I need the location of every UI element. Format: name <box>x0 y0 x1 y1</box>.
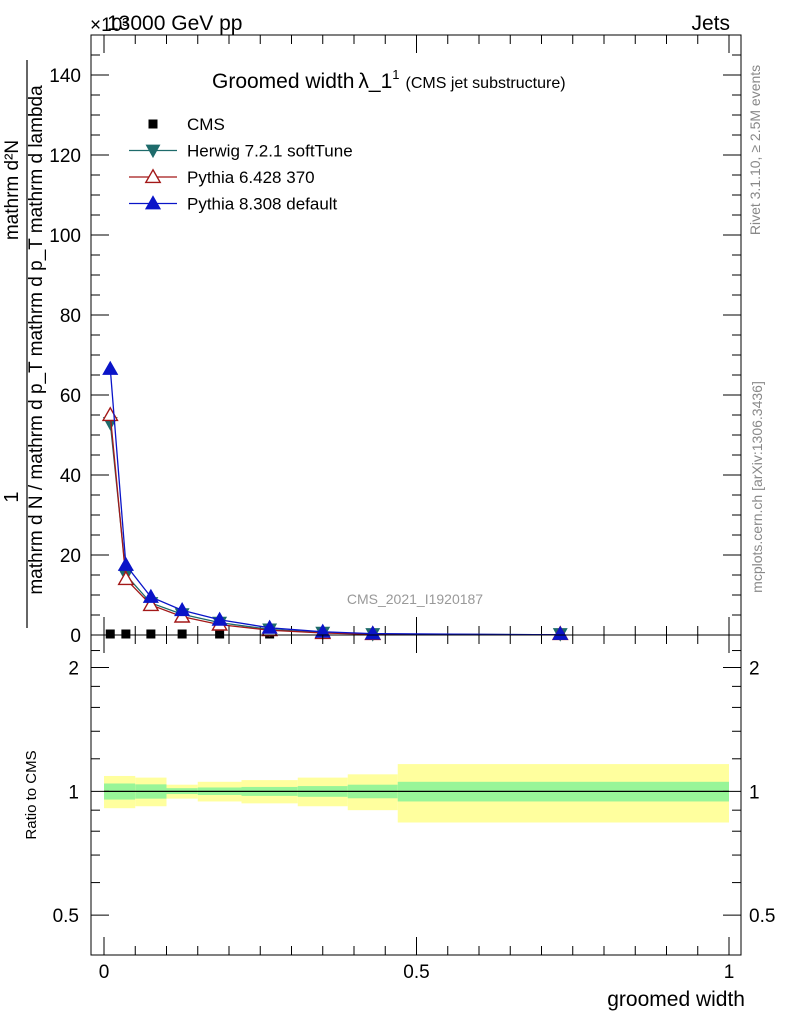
marker-square <box>215 629 225 639</box>
marker-triangle-up <box>117 556 134 571</box>
y-tick-label: 60 <box>60 386 81 407</box>
marker-triangle-up <box>142 588 159 603</box>
ratio-bands <box>104 764 729 823</box>
ratio-y-tick-label-right: 1 <box>749 782 760 803</box>
legend-label: Pythia 6.428 370 <box>187 168 315 187</box>
plot-title: Groomed width λ_11 (CMS jet substructure) <box>212 67 566 93</box>
marker-triangle-up <box>261 619 278 634</box>
main-y-ticks <box>91 34 741 636</box>
ratio-y-tick-label-right: 0.5 <box>749 906 775 927</box>
ratio-tick-labels: 0.5 0.5 1 1 2 2 0 0.5 1 <box>53 659 776 983</box>
ratio-y-axis-label: Ratio to CMS <box>23 750 40 839</box>
marker-square <box>177 629 187 639</box>
y-tick-label: 100 <box>49 226 81 247</box>
ylabel-inner-numerator: mathrm d²N <box>2 140 23 240</box>
marker-triangle-up <box>144 195 162 210</box>
exponent-label: ×10³ <box>90 15 129 36</box>
ratio-plot: 0.5 0.5 1 1 2 2 0 0.5 1 Ratio to CMS groomed wid… <box>23 634 776 1011</box>
marker-square <box>146 629 156 639</box>
marker-triangle-down <box>145 144 161 159</box>
y-tick-label: 120 <box>49 146 81 167</box>
marker-triangle-up-open <box>117 570 135 586</box>
ratio-y-tick-label: 0.5 <box>53 906 79 927</box>
analysis-watermark: CMS_2021_I1920187 <box>347 591 483 607</box>
title-superscript: 1 <box>392 67 399 82</box>
ratio-ticks <box>91 635 741 955</box>
x-tick-label: 0 <box>99 962 110 983</box>
marker-triangle-up-open <box>144 168 162 184</box>
legend-item: Pythia 8.308 default <box>129 195 338 214</box>
main-y-tick-labels: 0 20 40 60 80 100 120 140 <box>49 66 81 647</box>
title-symbol: λ_1 <box>358 70 392 93</box>
ratio-y-tick-label: 2 <box>68 659 79 680</box>
legend: CMS Herwig 7.2.1 softTune Pythia 6.428 370… <box>129 115 353 214</box>
legend-label: Pythia 8.308 default <box>187 195 338 214</box>
process-label: 13000 GeV pp <box>107 12 242 35</box>
y-tick-label: 140 <box>49 66 81 87</box>
legend-label: Herwig 7.2.1 softTune <box>187 142 353 161</box>
mcplots-label: mcplots.cern.ch [arXiv:1306.3436] <box>749 381 765 593</box>
ratio-y-tick-label-right: 2 <box>749 659 760 680</box>
rivet-label: Rivet 3.1.10, ≥ 2.5M events <box>747 65 763 235</box>
y-tick-label: 20 <box>60 546 81 567</box>
marker-triangle-up <box>552 625 569 640</box>
marker-triangle-up <box>174 601 191 617</box>
marker-triangle-up <box>102 360 119 375</box>
marker-square <box>105 629 115 639</box>
y-tick-label: 0 <box>70 626 81 647</box>
main-y-axis-label: 1 mathrm d N / mathrm d p_T mathrm d p_T… <box>1 60 47 628</box>
title-note: (CMS jet substructure) <box>406 75 566 92</box>
series-pythia-8-308-default <box>102 360 569 640</box>
legend-item: Pythia 6.428 370 <box>129 168 315 187</box>
marker-square <box>148 119 158 129</box>
x-tick-label: 1 <box>724 962 735 983</box>
ylabel-denominator: mathrm d N / mathrm d p_T mathrm d p_T m… <box>26 85 47 595</box>
marker-square <box>121 629 131 639</box>
ratio-y-tick-label: 1 <box>68 782 79 803</box>
marker-triangle-up-open <box>142 596 160 612</box>
legend-label: CMS <box>187 115 225 134</box>
x-axis-label: groomed width <box>607 988 745 1011</box>
y-tick-label: 80 <box>60 306 81 327</box>
ylabel-numerator: 1 <box>1 491 23 502</box>
category-label: Jets <box>691 12 730 35</box>
marker-triangle-up <box>364 625 381 640</box>
marker-triangle-up <box>211 611 228 626</box>
legend-item: Herwig 7.2.1 softTune <box>129 142 353 161</box>
legend-item: CMS <box>148 115 225 134</box>
y-tick-label: 40 <box>60 466 81 487</box>
title-main: Groomed width <box>212 70 354 93</box>
x-tick-label: 0.5 <box>403 962 429 983</box>
main-series <box>101 360 569 642</box>
